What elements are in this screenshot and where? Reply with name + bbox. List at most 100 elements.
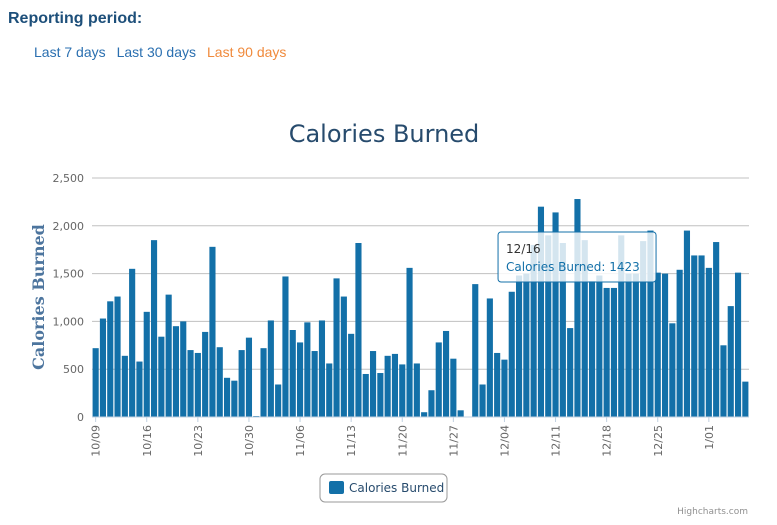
x-tick-label: 10/23 xyxy=(192,425,205,457)
tooltip-box xyxy=(497,231,657,283)
credit: Highcharts.com xyxy=(677,507,748,517)
bar xyxy=(421,412,428,417)
x-tick-label: 11/13 xyxy=(345,425,358,457)
bar xyxy=(691,255,698,417)
chart-title: Calories Burned xyxy=(289,120,480,148)
period-link[interactable]: Last 90 days xyxy=(207,44,287,60)
bar xyxy=(216,347,223,417)
bar xyxy=(260,348,267,417)
bar xyxy=(150,240,158,417)
bar xyxy=(669,323,676,417)
bar xyxy=(355,243,362,417)
x-tick-label: 11/27 xyxy=(447,425,460,457)
bar xyxy=(340,296,347,417)
bar xyxy=(515,275,523,417)
bar xyxy=(581,240,588,417)
x-tick-label: 12/11 xyxy=(550,425,563,457)
bar xyxy=(720,345,727,417)
bar xyxy=(282,276,289,417)
period-link[interactable]: Last 7 days xyxy=(34,44,106,60)
bar xyxy=(472,284,479,417)
x-tick-label: 12/25 xyxy=(652,425,665,457)
bar xyxy=(523,273,530,417)
bar xyxy=(632,273,639,417)
bar xyxy=(479,384,486,417)
bar xyxy=(713,242,720,417)
bar xyxy=(158,336,165,417)
bar xyxy=(705,267,712,417)
bar xyxy=(245,337,253,417)
bar xyxy=(326,363,333,417)
bar xyxy=(311,351,318,417)
reporting-title: Reporting period: xyxy=(8,10,143,27)
y-tick-label: 500 xyxy=(63,363,84,376)
bar xyxy=(435,342,442,417)
bar xyxy=(267,320,274,417)
bar xyxy=(457,410,464,417)
y-tick-label: 2,500 xyxy=(53,172,85,185)
bar xyxy=(610,287,618,417)
legend-symbol xyxy=(329,481,344,494)
bar xyxy=(567,328,574,417)
bar xyxy=(143,311,150,417)
bar xyxy=(625,273,632,417)
bar xyxy=(114,296,121,417)
bar xyxy=(450,358,457,417)
bar xyxy=(494,352,501,417)
bar xyxy=(99,318,107,417)
bar xyxy=(92,348,99,417)
y-axis-label: Calories Burned xyxy=(29,224,48,370)
bar xyxy=(318,320,326,417)
tooltip-header: 12/16 xyxy=(506,242,541,256)
bar xyxy=(683,230,691,417)
bar xyxy=(194,352,201,417)
bar xyxy=(333,278,340,417)
bar xyxy=(661,273,669,417)
bar xyxy=(180,321,187,417)
bar xyxy=(136,361,143,417)
bar xyxy=(172,326,180,417)
y-tick-label: 2,000 xyxy=(53,220,85,233)
x-tick-label: 11/06 xyxy=(294,425,307,457)
bar xyxy=(231,380,238,417)
bar xyxy=(289,330,296,417)
bar xyxy=(107,301,114,417)
bar xyxy=(545,235,552,417)
y-tick-label: 0 xyxy=(77,411,84,424)
bar xyxy=(121,355,128,417)
bar xyxy=(574,199,581,417)
bar xyxy=(552,212,559,417)
bar xyxy=(530,244,537,417)
bar xyxy=(165,294,172,417)
period-link[interactable]: Last 30 days xyxy=(116,44,196,60)
bar xyxy=(275,384,282,417)
bar xyxy=(202,331,209,417)
x-tick-label: 11/20 xyxy=(396,425,409,457)
bar xyxy=(486,298,493,417)
bar xyxy=(369,351,377,417)
bar xyxy=(727,306,734,417)
bar xyxy=(654,272,661,417)
bar xyxy=(588,280,596,417)
x-tick-label: 10/30 xyxy=(243,425,256,457)
bar xyxy=(391,353,399,417)
bar xyxy=(537,206,545,417)
bar xyxy=(742,381,749,417)
y-tick-label: 1,500 xyxy=(53,268,85,281)
bar xyxy=(348,333,355,417)
bar xyxy=(442,330,450,417)
bar xyxy=(399,364,406,417)
bar xyxy=(603,287,610,417)
bar xyxy=(596,275,603,417)
bar xyxy=(384,355,391,417)
legend-label: Calories Burned xyxy=(349,481,444,495)
bar xyxy=(377,373,384,417)
bar xyxy=(362,373,369,417)
bar xyxy=(238,350,245,417)
bar xyxy=(676,269,683,417)
bar xyxy=(501,359,508,417)
bar xyxy=(304,322,311,417)
bar xyxy=(559,243,566,417)
